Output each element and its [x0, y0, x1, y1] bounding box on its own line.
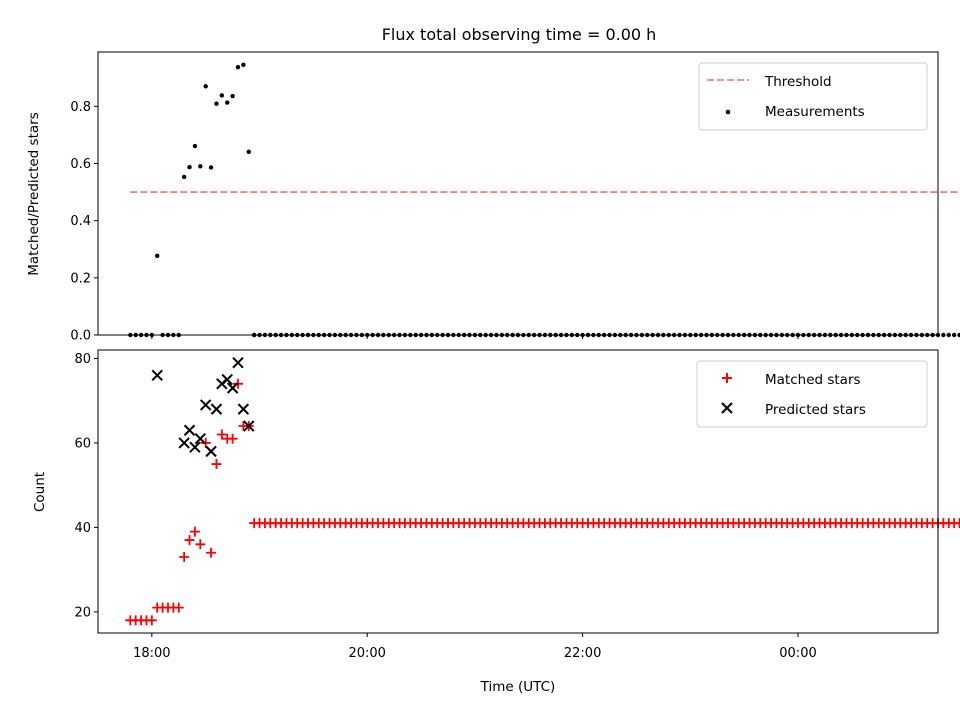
matched-star-point [195, 539, 206, 550]
predicted-star-point [232, 356, 244, 369]
matched-star-point [954, 518, 960, 529]
predicted-star-point [194, 432, 207, 445]
measurement-point [208, 165, 214, 170]
predicted-star-point [151, 369, 163, 382]
top-legend-box [698, 62, 928, 131]
top-y-axis-ticks: 0.0 0.2 0.4 0.6 0.8 [70, 100, 98, 344]
measurement-point [214, 101, 219, 106]
matched-star-point [211, 459, 222, 470]
bottom-y-axis-ticks: 20 40 60 80 [74, 352, 98, 620]
measurement-point [957, 332, 960, 338]
measurements-legend-label: Measurements [765, 104, 865, 120]
x-axis-label: Time (UTC) [480, 679, 556, 695]
measurement-point [941, 332, 946, 338]
matched-legend-swatch [722, 373, 732, 383]
predicted-star-point [243, 420, 255, 432]
matched-star-point [206, 547, 217, 558]
predicted-star-point [199, 399, 212, 411]
predicted-legend-swatch [721, 402, 733, 414]
top-plot-frame [97, 51, 939, 336]
matched-star-point [216, 429, 227, 440]
predicted-star-point [237, 403, 250, 415]
matched-star-point [227, 433, 238, 444]
matched-star-point [179, 551, 190, 562]
bottom-y-tick-label: 80 [74, 352, 91, 367]
matched-star-point [146, 615, 157, 626]
predicted-star-point [178, 437, 190, 449]
measurement-point [951, 332, 957, 338]
measurement-point [241, 62, 246, 68]
bottom-x-tick-label: 20:00 [348, 646, 385, 661]
bottom-y-axis-label: Count [32, 472, 48, 512]
measurement-point [219, 93, 225, 98]
threshold-legend-label: Threshold [764, 74, 832, 90]
measurement-point [946, 332, 951, 338]
star-count-points [125, 356, 960, 626]
measurement-point [230, 93, 235, 99]
predicted-legend-label: Predicted stars [765, 402, 866, 418]
measurement-point [181, 174, 187, 180]
top-panel: 0.00.20.40.60.8 Matched/Predicted stars … [26, 51, 960, 344]
bottom-x-tick-label: 22:00 [564, 646, 601, 661]
predicted-star-point [221, 373, 233, 386]
top-y-tick-label: 0.8 [70, 100, 91, 115]
measurement-point [225, 100, 230, 105]
top-y-tick-label: 0.0 [70, 329, 91, 344]
bottom-legend: Matched stars Predicted stars [696, 360, 928, 428]
predicted-star-point [205, 445, 217, 458]
top-y-axis-label: Matched/Predicted stars [26, 112, 42, 275]
top-y-tick-label: 0.4 [70, 214, 91, 229]
bottom-x-tick-label: 00:00 [779, 646, 816, 661]
predicted-star-point [210, 403, 223, 415]
measurements-legend-swatch [725, 109, 731, 115]
top-y-tick-label: 0.6 [70, 157, 91, 172]
measurement-point [155, 253, 160, 259]
predicted-star-point [226, 382, 239, 394]
predicted-star-point [183, 424, 196, 436]
bottom-y-tick-label: 40 [74, 521, 91, 536]
matched-star-point [184, 535, 195, 546]
bottom-legend-box [696, 360, 928, 428]
measurement-point [198, 164, 203, 169]
chart-title: Flux total observing time = 0.00 h [382, 25, 657, 44]
measurement-point [203, 84, 208, 89]
matched-star-point [173, 602, 184, 613]
top-legend: Threshold Measurements [698, 62, 928, 131]
bottom-plot-frame [97, 349, 939, 634]
matched-star-point [189, 526, 200, 537]
measurement-point [187, 165, 192, 170]
top-y-tick-label: 0.2 [70, 271, 91, 286]
bottom-y-tick-label: 60 [74, 436, 91, 451]
measurement-point [235, 64, 241, 70]
bottom-x-tick-label: 18:00 [133, 646, 170, 661]
matched-legend-label: Matched stars [765, 372, 861, 388]
bottom-y-tick-label: 20 [74, 605, 91, 620]
top-x-axis-ticks [151, 335, 799, 339]
measurement-point [192, 143, 198, 149]
predicted-star-point [189, 441, 201, 453]
measurement-point [246, 149, 251, 154]
